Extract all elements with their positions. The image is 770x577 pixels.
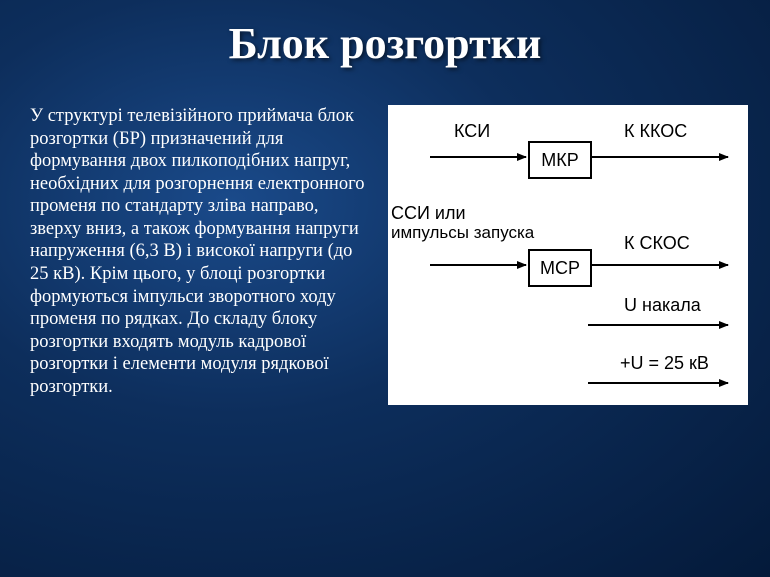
slide: Блок розгортки У структурі телевізійного… [0, 0, 770, 577]
label-ksi: КСИ [454, 121, 490, 142]
label-u25: +U = 25 кВ [620, 353, 709, 374]
label-kkkos: К ККОС [624, 121, 687, 142]
node-msr: МСР [528, 249, 592, 287]
body-text: У структурі телевізійного приймача блок … [30, 105, 370, 405]
label-ssi2: импульсы запуска [391, 223, 534, 243]
diagram-container: МКР МСР КСИ К ККОС ССИ илиимпульсы запуска К … [384, 105, 752, 405]
slide-title: Блок розгортки [0, 0, 770, 77]
slide-content: У структурі телевізійного приймача блок … [0, 77, 770, 405]
node-mkr: МКР [528, 141, 592, 179]
label-kskos: К СКОС [624, 233, 690, 254]
block-diagram: МКР МСР КСИ К ККОС ССИ илиимпульсы запуска К … [388, 105, 748, 405]
label-ssi1: ССИ или [391, 203, 466, 224]
label-unak: U накала [624, 295, 701, 316]
